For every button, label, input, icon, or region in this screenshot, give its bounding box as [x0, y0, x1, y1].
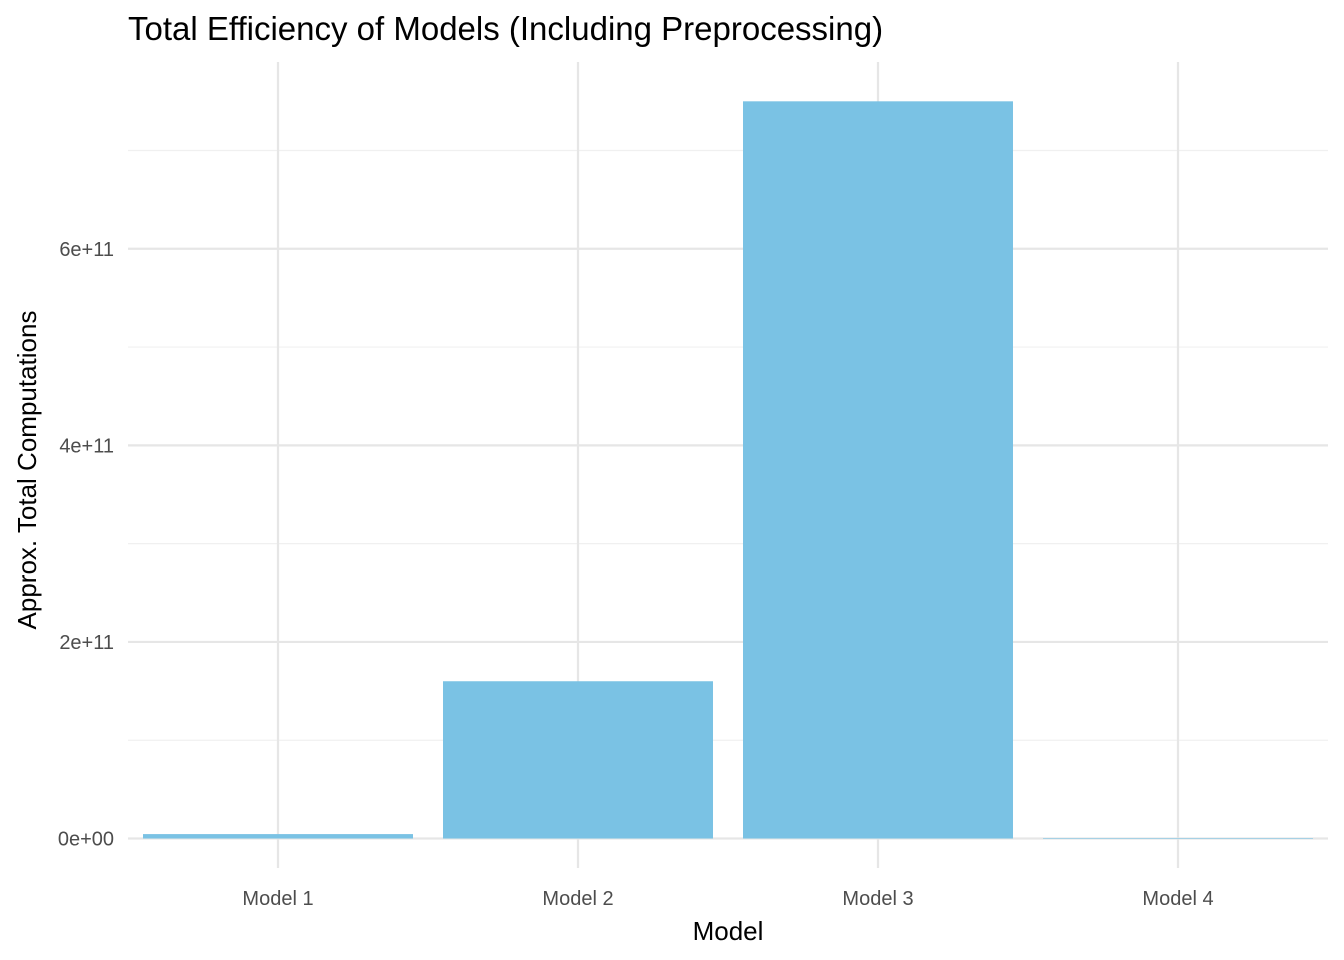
bar-model-3	[743, 101, 1013, 839]
x-tick-label: Model 4	[1142, 888, 1213, 910]
bars	[143, 101, 1313, 840]
y-tick-label: 6e+11	[59, 239, 114, 261]
y-tick-label: 2e+11	[59, 632, 114, 654]
bar-model-4	[1043, 838, 1313, 840]
y-axis-title: Approx. Total Computations	[12, 311, 42, 630]
grid-lines	[128, 62, 1328, 868]
y-axis-ticks: 0e+00 2e+11 4e+11 6e+11	[58, 239, 114, 851]
bar-model-1	[143, 834, 413, 839]
chart-title: Total Efficiency of Models (Including Pr…	[128, 10, 883, 47]
x-axis-ticks: Model 1 Model 2 Model 3 Model 4	[242, 888, 1213, 910]
x-tick-label: Model 3	[842, 888, 913, 910]
x-tick-label: Model 2	[542, 888, 613, 910]
bar-model-2	[443, 681, 713, 839]
x-axis-title: Model	[693, 916, 764, 946]
x-tick-label: Model 1	[242, 888, 313, 910]
y-tick-label: 4e+11	[59, 435, 114, 457]
y-tick-label: 0e+00	[58, 829, 114, 851]
